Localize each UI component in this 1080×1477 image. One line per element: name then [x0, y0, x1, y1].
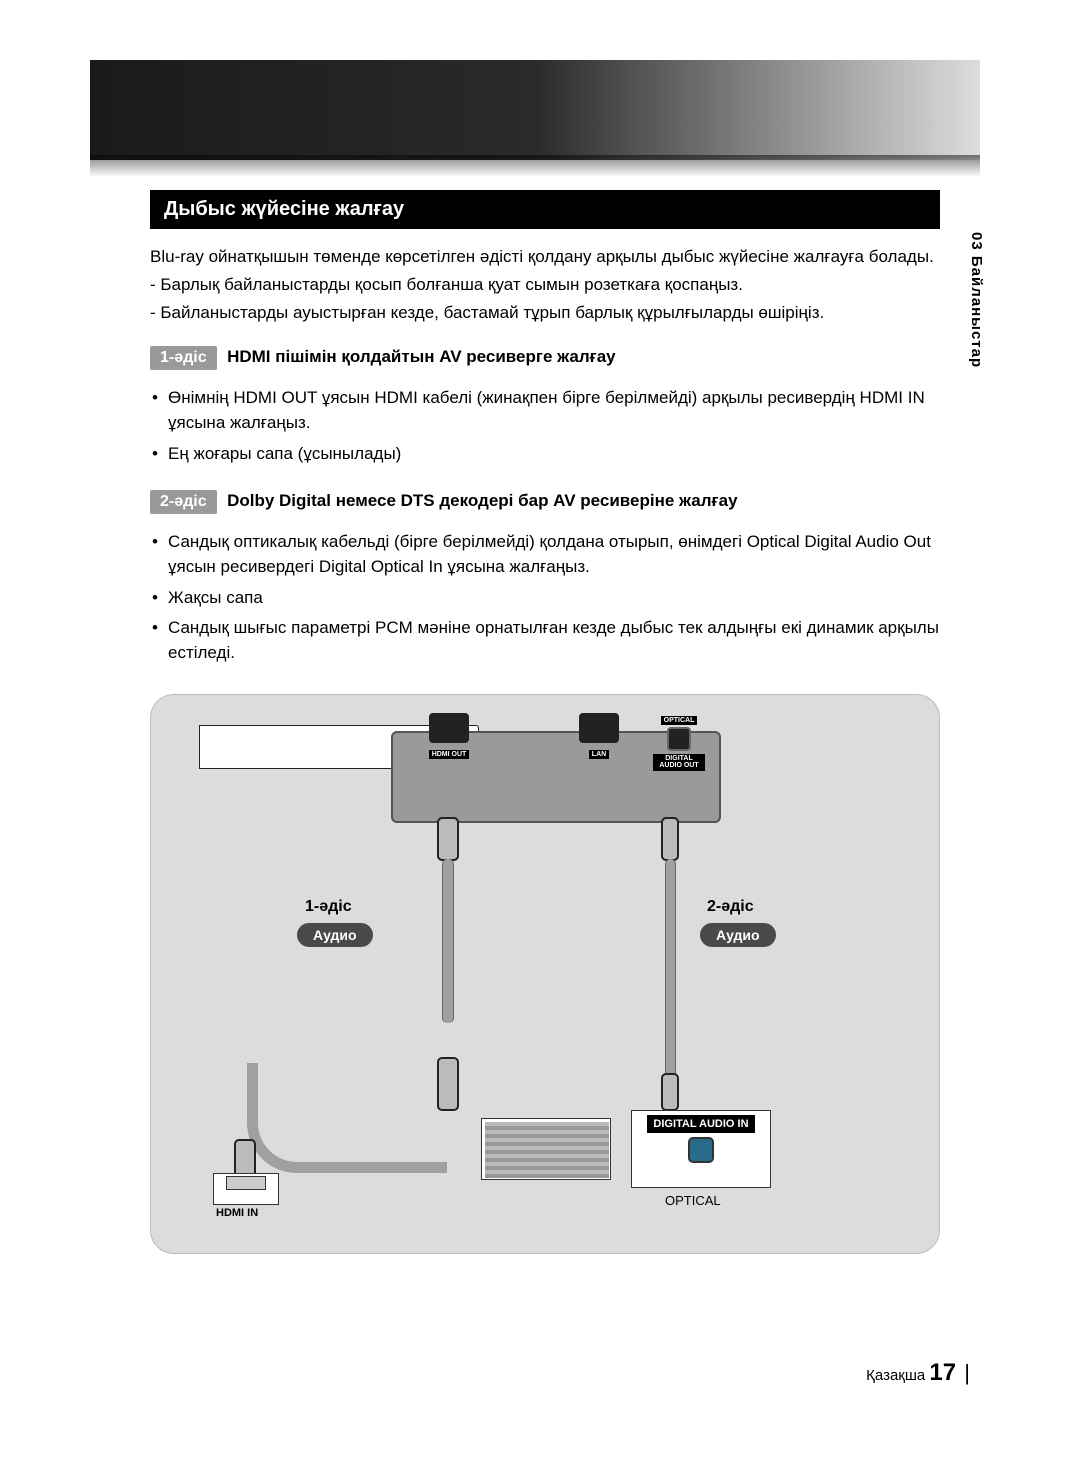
method1-badge: 1-әдіс — [150, 346, 217, 370]
lan-port: LAN — [573, 713, 625, 775]
method2-title: Dolby Digital немесе DTS декодері бар AV… — [227, 491, 737, 510]
audio-chip-2: Аудио — [700, 923, 776, 947]
list-item: Сандық оптикалық кабельді (бірге берілме… — [150, 530, 940, 579]
content-area: Дыбыс жүйесіне жалғау Blu-ray ойнатқышын… — [150, 190, 940, 1254]
optical-cable — [665, 859, 676, 1079]
section-title: Дыбыс жүйесіне жалғау — [150, 190, 940, 229]
hdmi-in-port — [213, 1173, 279, 1205]
chapter-tab: 03 Байланыстар — [968, 232, 985, 368]
hdmi-in-label: HDMI IN — [216, 1207, 258, 1219]
header-shadow — [90, 155, 980, 177]
digital-audio-in-label: DIGITAL AUDIO IN — [647, 1115, 754, 1133]
av-receiver-icon — [481, 1118, 611, 1180]
method2-bullets: Сандық оптикалық кабельді (бірге берілме… — [150, 530, 940, 665]
list-item: Сандық шығыс параметрі PCM мәніне орнаты… — [150, 616, 940, 665]
intro-text: Blu-ray ойнатқышын төменде көрсетілген ә… — [150, 245, 940, 269]
connection-diagram: HDMI OUT LAN OPTICAL DIGITAL AUDIO OUT 1… — [150, 694, 940, 1254]
page: 03 Байланыстар Дыбыс жүйесіне жалғау Blu… — [0, 0, 1080, 1477]
method2-header: 2-әдіс Dolby Digital немесе DTS декодері… — [150, 472, 940, 524]
intro-bullet-1: - Барлық байланыстарды қосып болғанша қу… — [150, 273, 940, 297]
page-number: 17 — [929, 1359, 956, 1386]
port-icon — [429, 713, 469, 743]
hdmi-out-label: HDMI OUT — [429, 750, 470, 760]
optical-plug-icon — [661, 1073, 679, 1111]
port-icon — [579, 713, 619, 743]
page-footer: Қазақша 17 | — [866, 1359, 970, 1387]
receiver-front — [485, 1122, 609, 1178]
hdmi-plug-icon — [437, 817, 459, 861]
port-icon — [226, 1176, 266, 1190]
diagram-method1-label: 1-әдіс — [305, 898, 352, 916]
hdmi-cable-bend — [247, 1063, 447, 1173]
optical-out-port: OPTICAL DIGITAL AUDIO OUT — [653, 709, 705, 771]
digital-audio-in-port: DIGITAL AUDIO IN — [631, 1110, 771, 1188]
optical-top-label: OPTICAL — [661, 716, 698, 725]
digital-audio-out-label: DIGITAL AUDIO OUT — [653, 754, 705, 771]
optical-label: OPTICAL — [665, 1193, 721, 1208]
footer-language: Қазақша — [866, 1367, 925, 1384]
method1-header: 1-әдіс HDMI пішімін қолдайтын AV ресивер… — [150, 328, 940, 380]
header-banner — [90, 60, 980, 160]
hdmi-out-port: HDMI OUT — [423, 713, 475, 775]
audio-chip-1: Аудио — [297, 923, 373, 947]
footer-bar: | — [964, 1360, 970, 1385]
optical-plug-icon — [661, 817, 679, 861]
port-icon — [667, 727, 691, 751]
method1-bullets: Өнімнің HDMI OUT ұясын HDMI кабелі (жина… — [150, 386, 940, 466]
hdmi-cable — [442, 859, 454, 1023]
list-item: Өнімнің HDMI OUT ұясын HDMI кабелі (жина… — [150, 386, 940, 435]
list-item: Жақсы сапа — [150, 586, 940, 611]
lan-label: LAN — [589, 750, 609, 760]
method2-badge: 2-әдіс — [150, 490, 217, 514]
list-item: Ең жоғары сапа (ұсынылады) — [150, 442, 940, 467]
intro-bullet-2: - Байланыстарды ауыстырған кезде, бастам… — [150, 301, 940, 325]
diagram-method2-label: 2-әдіс — [707, 898, 754, 916]
method1-title: HDMI пішімін қолдайтын AV ресиверге жалғ… — [227, 347, 616, 366]
optical-port-icon — [688, 1137, 714, 1163]
